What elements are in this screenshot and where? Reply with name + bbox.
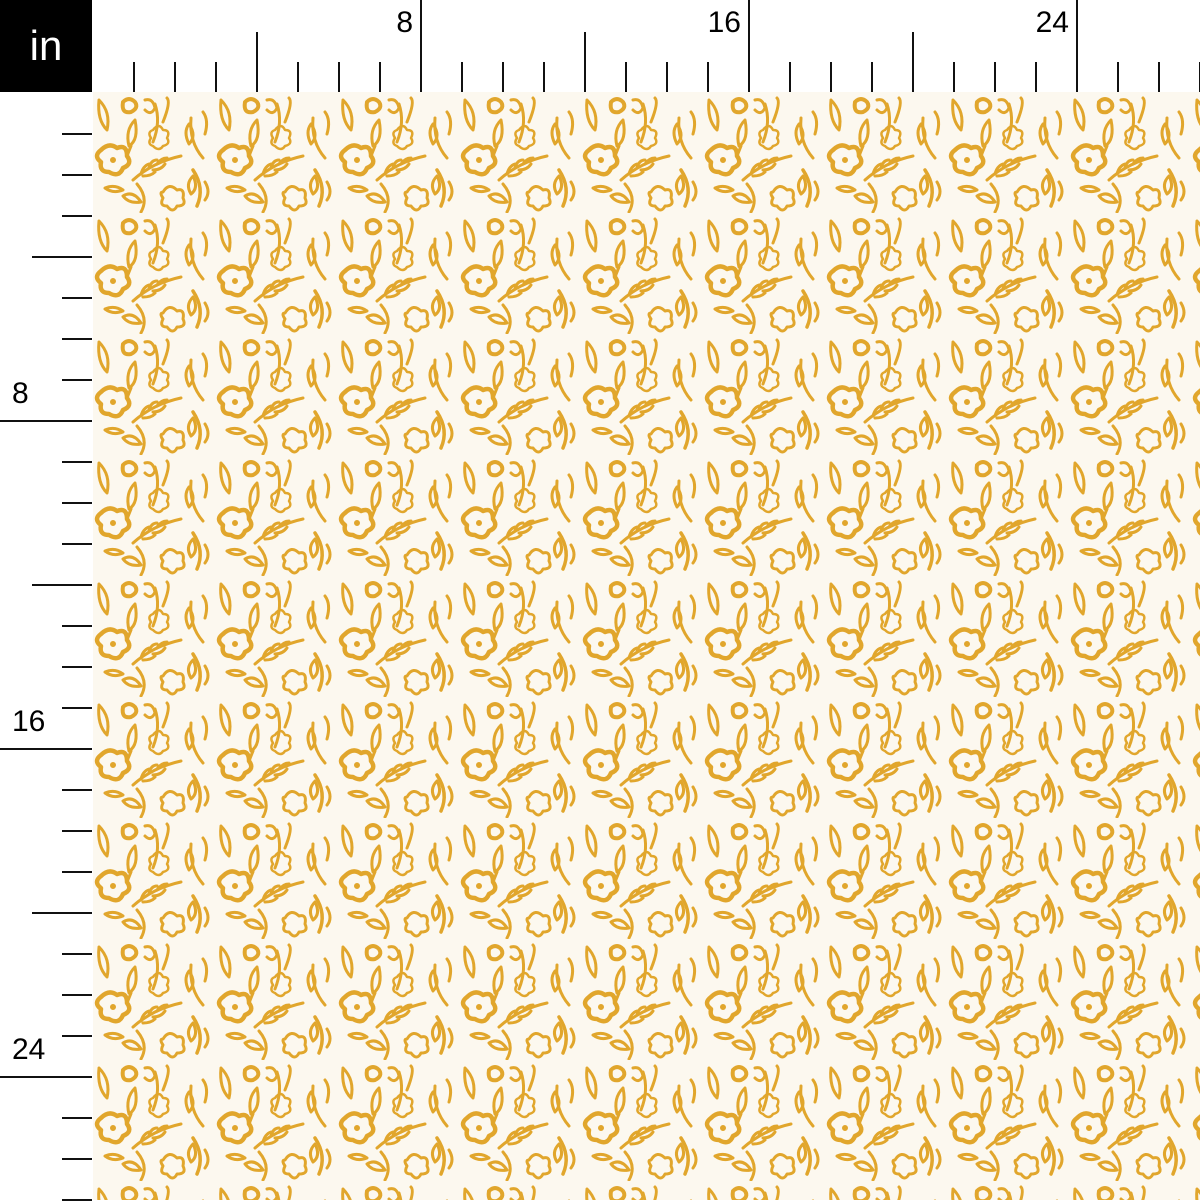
minor-tick: [62, 502, 92, 504]
major-tick: [1076, 0, 1078, 92]
major-tick: [420, 0, 422, 92]
minor-tick: [62, 789, 92, 791]
minor-tick: [666, 62, 668, 92]
top-ruler-label: 24: [1035, 6, 1069, 39]
minor-tick: [174, 62, 176, 92]
minor-tick: [62, 133, 92, 135]
mid-tick: [32, 912, 92, 914]
minor-tick: [994, 62, 996, 92]
mid-tick: [32, 256, 92, 258]
minor-tick: [62, 953, 92, 955]
unit-label: in: [0, 0, 92, 92]
minor-tick: [338, 62, 340, 92]
minor-tick: [62, 666, 92, 668]
fabric-swatch: [93, 92, 1200, 1200]
minor-tick: [62, 871, 92, 873]
minor-tick: [62, 338, 92, 340]
top-ruler-label: 16: [707, 6, 741, 39]
minor-tick: [1117, 62, 1119, 92]
minor-tick: [707, 62, 709, 92]
minor-tick: [133, 62, 135, 92]
minor-tick: [62, 379, 92, 381]
minor-tick: [62, 1117, 92, 1119]
mid-tick: [256, 32, 258, 92]
minor-tick: [789, 62, 791, 92]
minor-tick: [62, 994, 92, 996]
major-tick: [0, 748, 92, 750]
minor-tick: [62, 461, 92, 463]
minor-tick: [871, 62, 873, 92]
minor-tick: [62, 174, 92, 176]
left-ruler-label: 8: [12, 377, 29, 410]
minor-tick: [62, 1158, 92, 1160]
mid-tick: [584, 32, 586, 92]
minor-tick: [1158, 62, 1160, 92]
left-ruler-label: 24: [12, 1033, 46, 1066]
minor-tick: [62, 625, 92, 627]
minor-tick: [830, 62, 832, 92]
minor-tick: [215, 62, 217, 92]
minor-tick: [953, 62, 955, 92]
major-tick: [0, 1076, 92, 1078]
major-tick: [0, 420, 92, 422]
mid-tick: [32, 584, 92, 586]
left-ruler: 8 16 24: [0, 92, 92, 1201]
mid-tick: [912, 32, 914, 92]
minor-tick: [62, 1035, 92, 1037]
major-tick: [748, 0, 750, 92]
minor-tick: [502, 62, 504, 92]
top-ruler-label: 8: [396, 6, 413, 39]
minor-tick: [62, 830, 92, 832]
minor-tick: [62, 215, 92, 217]
left-ruler-label: 16: [12, 705, 46, 738]
minor-tick: [1035, 62, 1037, 92]
minor-tick: [62, 543, 92, 545]
minor-tick: [62, 297, 92, 299]
minor-tick: [62, 707, 92, 709]
minor-tick: [379, 62, 381, 92]
top-ruler: 8 16 24: [92, 0, 1200, 92]
minor-tick: [297, 62, 299, 92]
minor-tick: [461, 62, 463, 92]
floral-pattern: [93, 92, 1200, 1200]
minor-tick: [543, 62, 545, 92]
minor-tick: [625, 62, 627, 92]
